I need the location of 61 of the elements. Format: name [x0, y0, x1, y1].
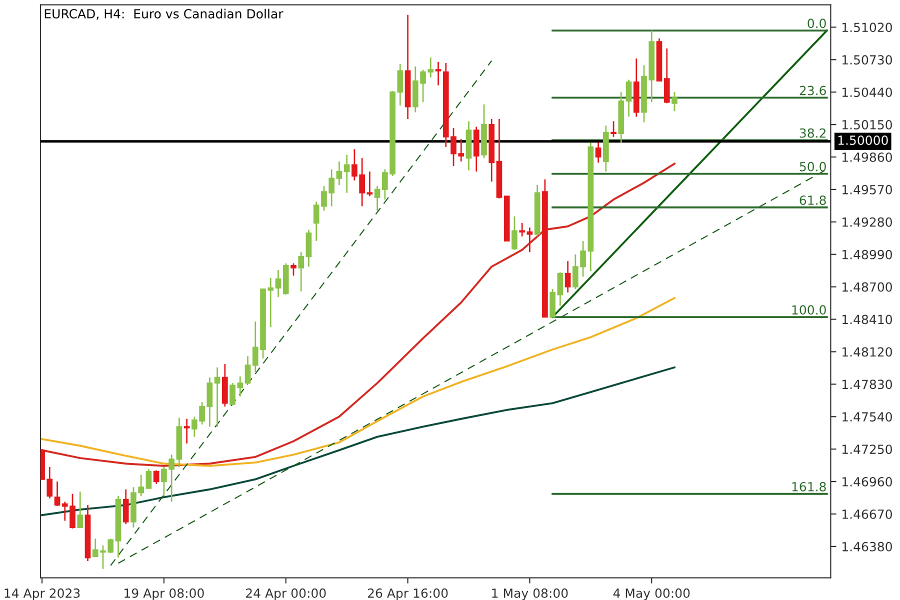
candlestick	[519, 222, 526, 238]
candlestick	[77, 490, 84, 528]
annotation: 23.6	[800, 86, 826, 96]
candlestick	[526, 226, 533, 253]
candlestick	[610, 120, 616, 138]
candlestick	[664, 48, 670, 104]
y-tick-label: 1.49860	[842, 152, 892, 162]
candlestick	[557, 272, 564, 307]
x-tick-label: 19 Apr 08:00	[124, 588, 204, 600]
candlestick	[184, 418, 190, 444]
candlestick	[672, 91, 678, 112]
candlestick	[336, 160, 342, 186]
candlestick	[595, 142, 602, 164]
x-tick-label: 4 May 00:00	[613, 588, 690, 600]
x-tick-label: 26 Apr 16:00	[368, 588, 448, 600]
candlestick	[275, 269, 282, 298]
candlestick	[344, 154, 350, 194]
candlestick	[374, 185, 380, 212]
y-tick-label: 1.48410	[842, 314, 892, 324]
chart-title: EURCAD, H4: Euro vs Canadian Dollar	[44, 8, 284, 20]
y-tick-label: 1.46380	[842, 542, 892, 552]
candlestick	[626, 79, 632, 118]
annotation: 38.2	[800, 128, 826, 138]
candlestick	[244, 356, 251, 385]
candlestick	[290, 262, 296, 276]
x-tick-label: 24 Apr 00:00	[246, 588, 326, 600]
line-series	[41, 162, 676, 467]
y-tick-label: 1.50730	[842, 55, 892, 65]
y-tick-label: 1.50150	[842, 120, 892, 130]
candlestick	[122, 488, 129, 525]
x-tick-label: 1 May 08:00	[492, 588, 568, 600]
ref-line-label: 1.50000	[838, 136, 888, 145]
candlestick	[214, 366, 220, 428]
annotation: 0.0	[808, 18, 826, 28]
y-tick-label: 1.50440	[842, 88, 892, 98]
candlestick	[306, 229, 312, 268]
y-tick-label: 1.46960	[842, 477, 892, 486]
candlestick	[512, 216, 518, 251]
y-tick-label: 1.47540	[842, 412, 892, 422]
x-tick-label: 14 Apr 2023	[4, 588, 80, 600]
candlestick	[54, 480, 60, 507]
annotation: 100.0	[792, 305, 826, 315]
annotation: 50.0	[800, 162, 826, 172]
candlestick	[153, 470, 160, 484]
y-tick-label: 1.48990	[842, 250, 892, 260]
y-tick-label: 1.47250	[842, 444, 892, 454]
y-tick-label: 1.48120	[842, 347, 892, 357]
candlestick	[435, 61, 442, 86]
y-tick-label: 1.49280	[842, 217, 892, 227]
annotation: 61.8	[800, 195, 826, 205]
candlestick	[298, 251, 304, 292]
y-tick-label: 1.51020	[842, 22, 892, 32]
line-series	[41, 297, 676, 467]
y-tick-label: 1.48700	[842, 282, 892, 292]
candlestick	[146, 468, 152, 489]
y-tick-label: 1.47830	[842, 380, 892, 390]
candlestick	[564, 260, 571, 294]
candlestick	[366, 170, 373, 197]
annotation: 161.8	[792, 482, 826, 492]
y-tick-label: 1.49570	[842, 184, 892, 194]
y-tick-label: 1.46670	[842, 509, 892, 519]
